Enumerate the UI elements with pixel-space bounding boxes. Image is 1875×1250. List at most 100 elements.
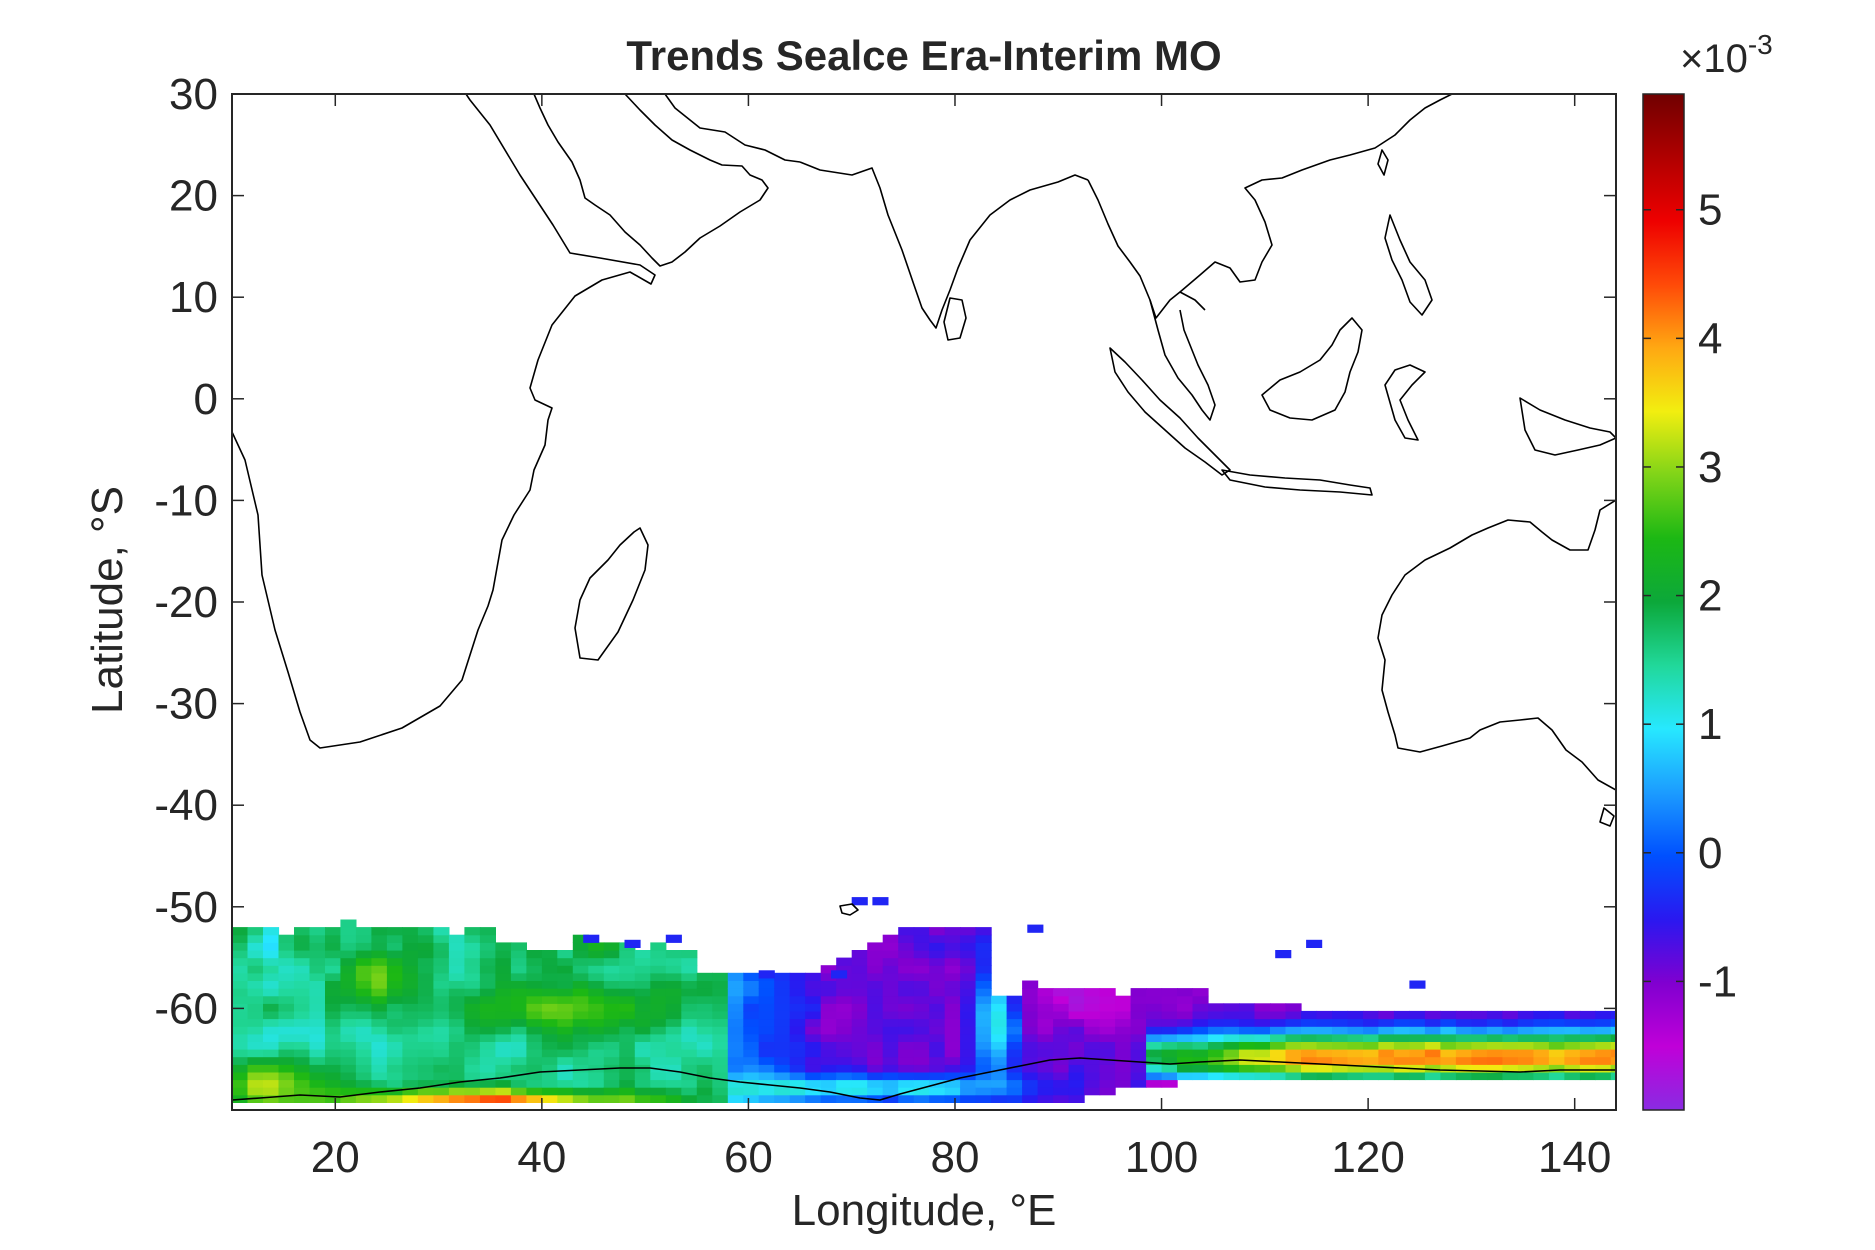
trend-cell <box>402 995 419 1004</box>
trend-cell <box>263 1041 280 1050</box>
trend-cell <box>417 972 434 981</box>
trend-cell <box>1239 1064 1256 1073</box>
trend-cell <box>1146 1056 1163 1065</box>
trend-cell <box>1595 1033 1612 1042</box>
trend-cell <box>232 1026 249 1035</box>
africa-coastline <box>232 94 656 749</box>
trend-cell <box>1455 1041 1472 1050</box>
colorbar-tick-label: 5 <box>1698 186 1722 235</box>
trend-cell <box>1022 1033 1039 1042</box>
trend-cell <box>1239 1003 1256 1012</box>
trend-cell <box>340 919 357 928</box>
trend-cell <box>1285 1033 1302 1042</box>
trend-cell <box>263 934 280 943</box>
trend-cell <box>743 1026 760 1035</box>
trend-cell <box>681 972 698 981</box>
trend-cell <box>1486 1056 1503 1065</box>
trend-cell <box>1099 1071 1116 1081</box>
trend-cell <box>1161 1026 1178 1035</box>
trend-cell <box>309 995 326 1004</box>
trend-cell <box>882 1079 899 1088</box>
trend-cell <box>681 1049 698 1058</box>
trend-cell <box>1084 995 1101 1004</box>
trend-cell <box>417 950 434 959</box>
trend-cell <box>1068 1010 1085 1020</box>
trend-cell <box>1363 1018 1380 1027</box>
trend-cell <box>1564 1041 1581 1050</box>
trend-cell <box>820 1079 837 1088</box>
trend-cell <box>603 1041 620 1050</box>
trend-cell <box>712 1049 729 1058</box>
trend-cell <box>464 995 481 1004</box>
trend-cell <box>309 927 326 936</box>
trend-cell <box>1084 988 1101 997</box>
trend-cell <box>1006 1071 1023 1081</box>
trend-cell <box>371 957 388 966</box>
trend-cell <box>1223 1049 1240 1058</box>
trend-cell <box>975 988 992 997</box>
trend-cell <box>851 995 868 1004</box>
trend-cell <box>774 1041 791 1050</box>
trend-cell <box>557 972 574 981</box>
trend-cell <box>325 950 342 959</box>
trend-cell <box>448 1041 465 1050</box>
trend-cell <box>479 927 496 936</box>
philippines-coastline <box>1384 214 1433 316</box>
trend-cell <box>1146 1010 1163 1020</box>
trend-cell <box>433 995 450 1004</box>
trend-cell <box>1363 1071 1380 1081</box>
trend-cell <box>278 972 295 981</box>
trend-cell <box>619 1041 636 1050</box>
trend-cell <box>433 1026 450 1035</box>
trend-cell <box>340 1010 357 1020</box>
trend-cell <box>386 988 403 997</box>
trend-cell <box>417 1026 434 1035</box>
trend-cell <box>603 1071 620 1081</box>
trend-cell <box>681 1003 698 1012</box>
trend-cell <box>572 934 589 943</box>
trend-cell <box>898 1087 915 1096</box>
trend-cell <box>975 1003 992 1012</box>
trend-cell <box>247 1071 264 1081</box>
trend-cell <box>309 1071 326 1081</box>
trend-cell <box>402 965 419 974</box>
trend-cell <box>371 1064 388 1073</box>
trend-cell <box>712 1087 729 1096</box>
trend-cell <box>448 950 465 959</box>
trend-cell <box>789 1071 806 1081</box>
trend-cell <box>960 1003 977 1012</box>
trend-cell <box>913 1041 930 1050</box>
trend-cell <box>495 1079 512 1088</box>
trend-cell <box>1455 1033 1472 1042</box>
trend-cell <box>1022 1041 1039 1050</box>
trend-cell <box>1548 1049 1565 1058</box>
trend-cell <box>263 1018 280 1027</box>
trend-cell <box>309 980 326 989</box>
trend-cell <box>1285 1071 1302 1081</box>
trend-cell <box>913 942 930 951</box>
trend-cell <box>975 1079 992 1088</box>
trend-cell <box>882 988 899 997</box>
trend-cell <box>309 1056 326 1065</box>
trend-cell <box>960 934 977 943</box>
trend-cell <box>479 950 496 959</box>
trend-cell <box>588 995 605 1004</box>
trend-cell <box>417 1049 434 1058</box>
trend-cell <box>975 995 992 1004</box>
trend-cell <box>309 942 326 951</box>
trend-cell <box>1409 1041 1426 1050</box>
trend-cell <box>1332 1010 1349 1020</box>
trend-cell <box>526 1071 543 1081</box>
trend-cell <box>588 1087 605 1096</box>
trend-cell <box>1208 1026 1225 1035</box>
trend-cell <box>851 1010 868 1020</box>
trend-cell <box>526 1049 543 1058</box>
trend-cell <box>495 950 512 959</box>
trend-cell <box>1115 1041 1132 1050</box>
trend-cell <box>263 1064 280 1073</box>
trend-cell <box>247 957 264 966</box>
trend-cell <box>820 972 837 981</box>
trend-cell <box>696 1041 713 1050</box>
trend-cell <box>898 1041 915 1050</box>
